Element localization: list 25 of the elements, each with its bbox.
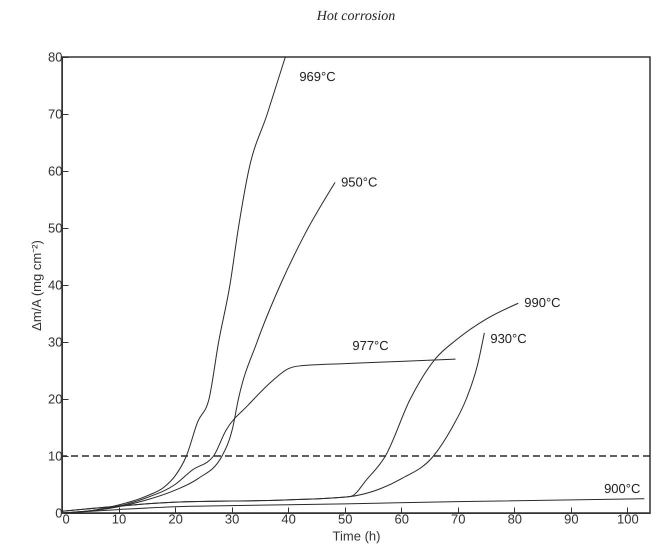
y-tick-label: 20 — [48, 392, 62, 406]
y-tick-label: 50 — [48, 220, 62, 236]
x-tick-label: 80 — [508, 512, 522, 526]
series-label: 990°C — [524, 295, 561, 310]
x-tick-label: 90 — [564, 512, 579, 526]
x-tick-label: 20 — [168, 512, 183, 526]
x-tick-label: 40 — [281, 512, 296, 526]
series-label: 977°C — [352, 338, 389, 354]
x-tick-label: 10 — [112, 512, 126, 526]
x-tick-label: 30 — [224, 512, 240, 526]
x-tick-label: 60 — [394, 512, 409, 526]
x-tick-label: 100 — [617, 512, 639, 526]
series-label: 930°C — [490, 330, 527, 346]
y-axis-title: Δm/A (mg cm⁻²) — [29, 240, 44, 331]
series-label: 950°C — [341, 174, 378, 190]
y-tick-label: 80 — [48, 50, 62, 64]
series-label: 900°C — [604, 480, 640, 496]
x-tick-label: 50 — [338, 512, 352, 526]
series-label: 969°C — [299, 69, 336, 84]
y-tick-label: 60 — [48, 164, 62, 178]
y-tick-label: 40 — [48, 278, 62, 292]
chart-title: Hot corrosion — [316, 9, 396, 24]
x-axis-title: Time (h) — [332, 528, 380, 544]
y-tick-label: 30 — [48, 334, 62, 350]
x-tick-label: 70 — [451, 512, 466, 526]
